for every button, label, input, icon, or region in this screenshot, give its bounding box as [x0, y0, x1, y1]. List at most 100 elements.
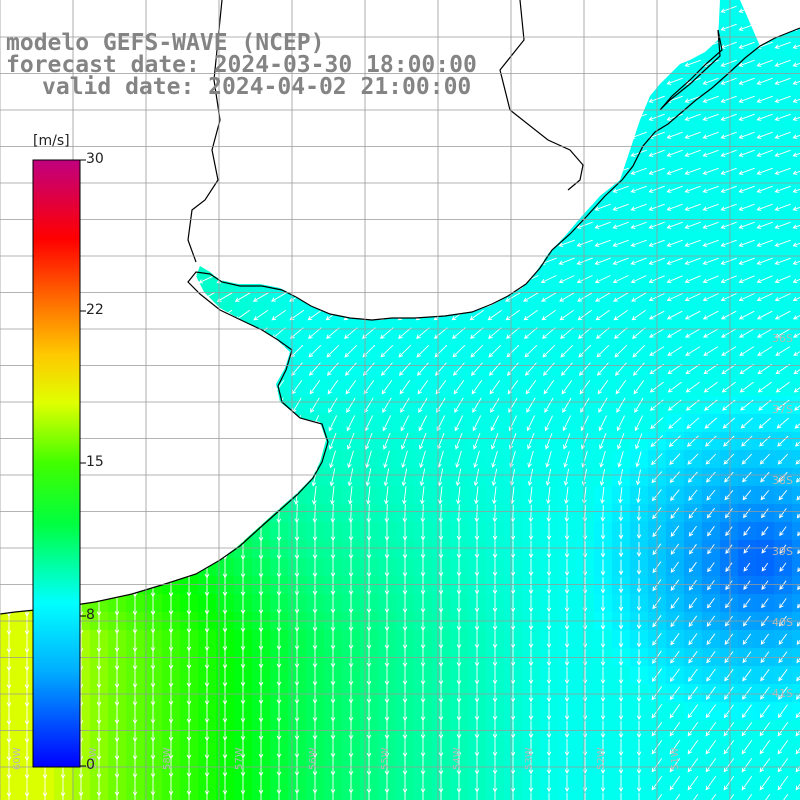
- wind-arrow: [510, 630, 516, 649]
- wind-arrow: [616, 415, 626, 432]
- wind-arrow: [636, 505, 642, 522]
- wind-arrow: [666, 203, 683, 211]
- wind-arrow: [596, 344, 610, 358]
- wind-arrow: [634, 397, 644, 413]
- wind-arrow: [564, 522, 570, 541]
- wind-arrow: [724, 508, 733, 519]
- wind-arrow: [723, 776, 735, 791]
- wind-arrow: [670, 633, 680, 646]
- wind-arrow: [541, 309, 556, 321]
- wind-arrow: [510, 702, 516, 721]
- land-mask: [0, 0, 800, 614]
- longitude-label: 56W: [308, 747, 319, 770]
- wind-arrow: [666, 149, 683, 157]
- wind-arrow: [720, 113, 737, 121]
- wind-arrow: [618, 487, 623, 504]
- wind-arrow: [559, 292, 575, 302]
- wind-arrow: [492, 522, 498, 541]
- wind-arrow: [505, 327, 520, 339]
- map-axis-labels: 36S 37S 38S 39S 40S 41S 60W 59W 58W 57W 56W 55W 54W 5…: [12, 332, 793, 770]
- color-scale-bar: [32, 159, 86, 768]
- wind-arrow: [706, 668, 716, 682]
- wind-arrow: [756, 310, 773, 320]
- wind-arrow: [584, 792, 586, 800]
- wind-arrow: [271, 309, 287, 321]
- wind-arrow: [668, 417, 682, 429]
- wind-arrow: [669, 704, 681, 719]
- wind-arrow: [458, 792, 460, 800]
- wind-arrow: [720, 257, 737, 265]
- wind-arrow: [474, 594, 480, 613]
- wind-arrow: [528, 558, 534, 577]
- wind-arrow: [702, 221, 719, 229]
- wind-arrow: [505, 292, 521, 302]
- wind-cell: [792, 306, 800, 325]
- wind-arrow: [455, 450, 462, 469]
- wind-arrow: [492, 504, 498, 523]
- wind-arrow: [666, 167, 683, 175]
- wind-arrow: [350, 791, 352, 800]
- wind-arrow: [702, 95, 719, 103]
- wind-arrow: [724, 471, 734, 483]
- wind-arrow: [760, 669, 770, 682]
- wind-arrow: [401, 468, 408, 487]
- wind-arrow: [796, 675, 800, 682]
- wind-arrow: [564, 630, 570, 649]
- wind-cell: [792, 396, 800, 415]
- wind-arrow: [558, 275, 575, 284]
- wind-arrow: [613, 327, 628, 339]
- wind-arrow: [724, 686, 734, 700]
- wind-arrow: [438, 504, 444, 523]
- wind-arrow: [510, 576, 516, 595]
- wind-arrow: [636, 702, 642, 721]
- wind-arrow: [684, 131, 701, 139]
- wind-cell: [792, 630, 800, 649]
- wind-arrow: [739, 381, 754, 393]
- wind-arrow: [510, 594, 516, 613]
- wind-cell: [720, 792, 739, 800]
- wind-arrow: [774, 41, 791, 49]
- wind-arrow: [329, 468, 336, 487]
- wind-arrow: [296, 790, 298, 800]
- wind-arrow: [632, 362, 645, 376]
- wind-arrow: [795, 729, 800, 737]
- wind-arrow: [630, 239, 647, 247]
- wind-arrow: [705, 776, 717, 791]
- wind-arrow: [418, 397, 428, 413]
- wind-arrow: [612, 221, 629, 229]
- wind-arrow: [528, 540, 534, 559]
- wind-arrow: [598, 397, 608, 413]
- wind-arrow: [546, 684, 552, 703]
- wind-arrow: [761, 580, 769, 590]
- wind-arrow: [670, 543, 680, 555]
- wind-arrow: [702, 293, 719, 302]
- wind-arrow: [560, 362, 573, 376]
- longitude-label: 52W: [596, 747, 607, 770]
- wind-arrow: [594, 221, 611, 229]
- wind-arrow: [670, 507, 680, 520]
- wind-arrow: [778, 471, 788, 483]
- wind-arrow: [756, 185, 773, 193]
- wind-arrow: [473, 433, 481, 450]
- wind-arrow: [617, 433, 625, 450]
- wind-arrow: [402, 504, 408, 523]
- wind-arrow: [795, 477, 800, 483]
- wind-arrow: [779, 508, 787, 519]
- model-title: modelo GEFS-WAVE (NCEP): [6, 30, 325, 56]
- wind-arrow: [666, 328, 683, 338]
- wind-arrow: [705, 453, 717, 465]
- wind-arrow: [564, 558, 570, 577]
- wind-arrow: [669, 471, 681, 484]
- wind-arrow: [702, 203, 719, 211]
- wind-arrow: [492, 630, 498, 649]
- wind-arrow: [761, 544, 769, 554]
- longitude-label: 59W: [88, 747, 99, 770]
- wind-arrow: [756, 203, 773, 211]
- wind-arrow: [600, 756, 606, 775]
- wind-arrow: [612, 275, 629, 284]
- wind-arrow: [528, 522, 534, 541]
- wind-arrow: [492, 720, 498, 739]
- wind-cell: [738, 792, 757, 800]
- colorbar-label-0: 0: [86, 757, 95, 773]
- wind-arrow: [44, 787, 46, 800]
